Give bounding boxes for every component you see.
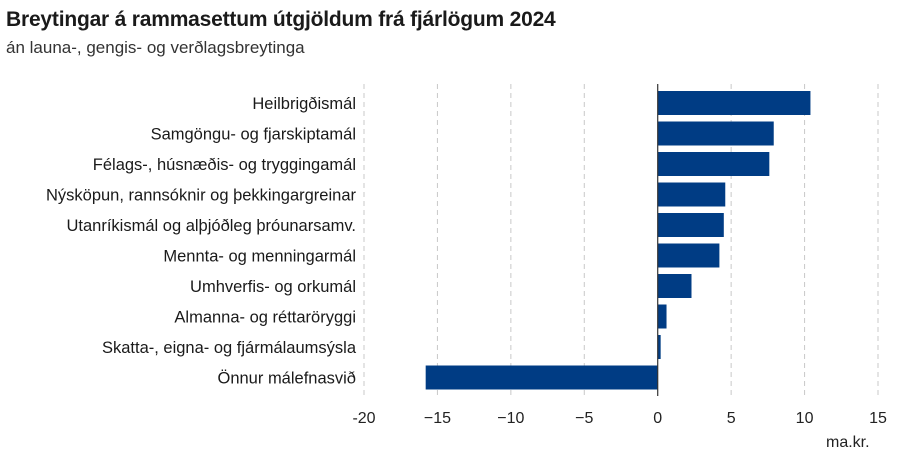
category-label: Samgöngu- og fjarskiptamál — [151, 126, 356, 144]
bars — [425, 91, 811, 390]
bar — [657, 91, 811, 115]
x-axis-unit-label: ma.kr. — [826, 434, 870, 451]
bar — [657, 335, 661, 359]
bar — [657, 182, 726, 207]
x-axis-ticks: -20 −15 −10 −5 0 5 10 15 — [352, 410, 887, 427]
category-label: Félags-, húsnæðis- og tryggingamál — [93, 156, 356, 174]
category-label: Heilbrigðismál — [252, 95, 356, 113]
bar — [425, 365, 658, 390]
category-label: Mennta- og menningarmál — [163, 248, 356, 266]
x-tick-label: 15 — [869, 410, 887, 427]
x-tick-label: −15 — [424, 410, 451, 427]
category-label: Umhverfis- og orkumál — [190, 278, 356, 296]
bar — [657, 213, 724, 237]
chart-subtitle: án launa-, gengis- og verðlagsbreytinga — [6, 38, 305, 57]
gridlines — [363, 84, 879, 396]
category-labels: Heilbrigðismál Samgöngu- og fjarskiptamál… — [46, 95, 357, 388]
bar — [657, 243, 720, 268]
category-label: Skatta-, eigna- og fjármálaumsýsla — [102, 339, 357, 357]
category-label: Önnur málefnasvið — [218, 370, 357, 388]
bar — [657, 152, 770, 176]
x-tick-label: -20 — [352, 410, 375, 427]
x-tick-label: 0 — [653, 410, 662, 427]
bar — [657, 121, 774, 146]
category-label: Almanna- og réttaröryggi — [174, 309, 356, 327]
bar — [657, 274, 692, 298]
category-label: Nýsköpun, rannsóknir og þekkingargreinar — [46, 187, 357, 205]
category-label: Utanríkismál og alþjóðleg þróunarsamv. — [67, 217, 357, 235]
x-tick-label: −5 — [575, 410, 593, 427]
x-tick-label: 5 — [727, 410, 736, 427]
x-tick-label: 10 — [796, 410, 814, 427]
x-tick-label: −10 — [497, 410, 524, 427]
bar — [657, 304, 667, 329]
chart-title: Breytingar á rammasettum útgjöldum frá f… — [6, 8, 556, 31]
